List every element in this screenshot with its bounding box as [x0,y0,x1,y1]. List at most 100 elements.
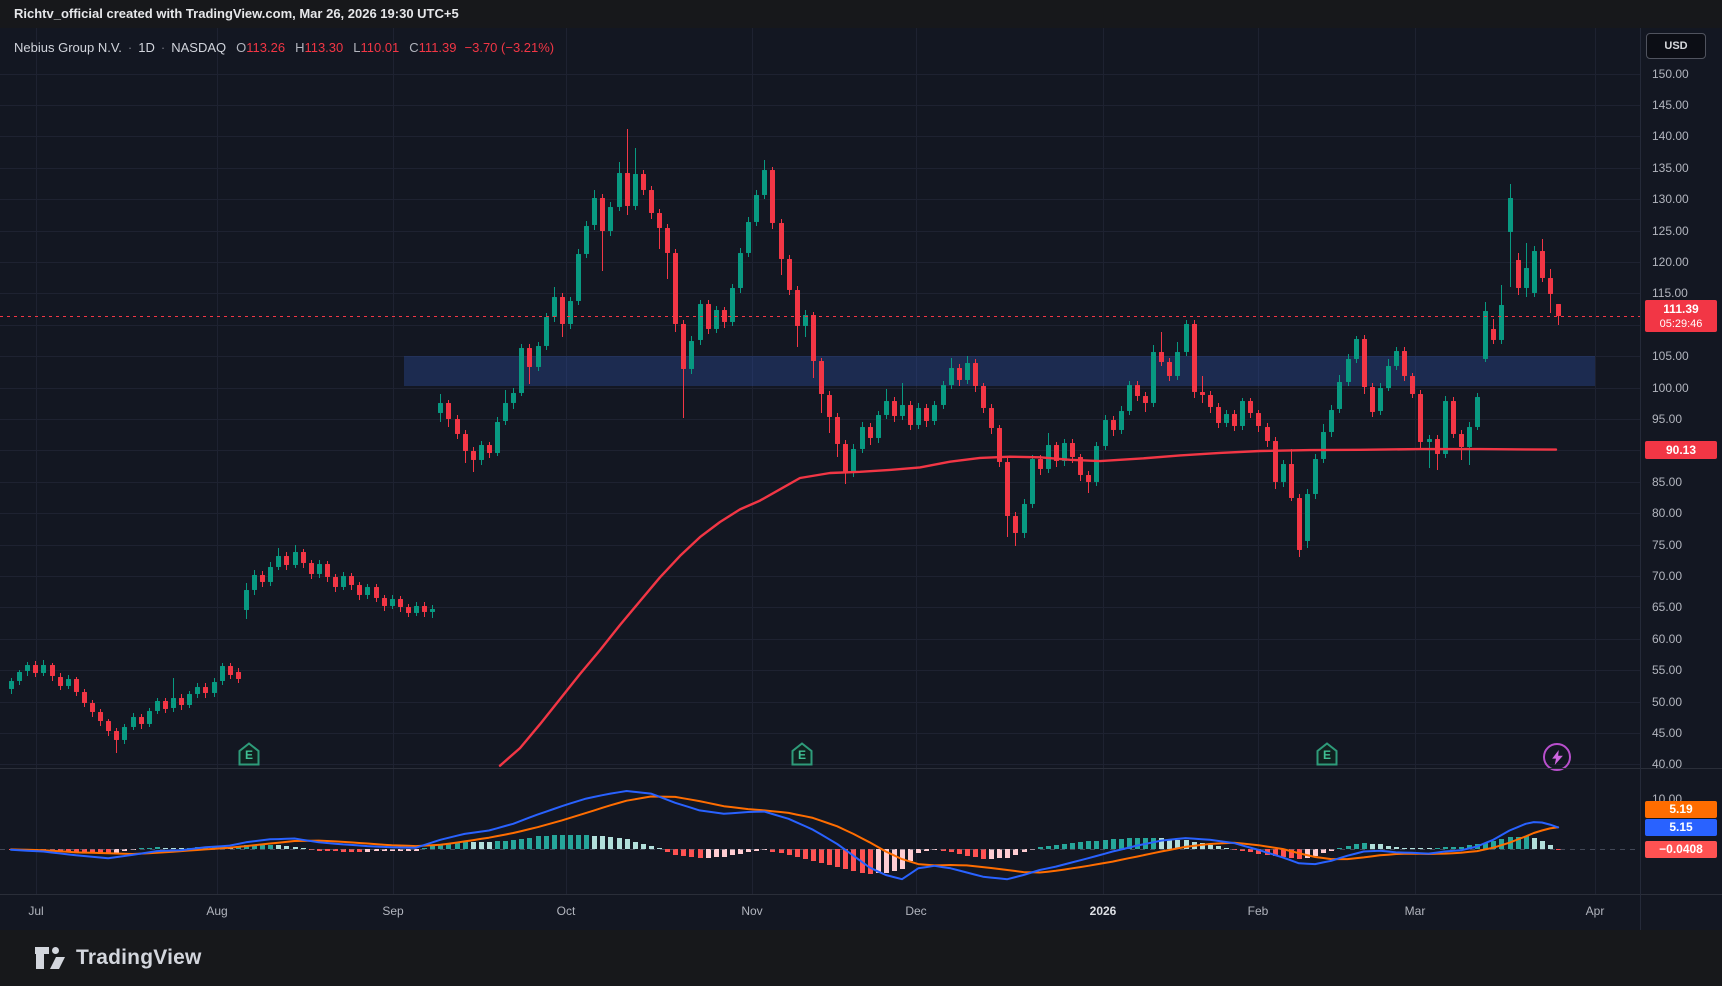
time-tick-label[interactable]: Dec [905,904,927,918]
h-gridline [0,136,1640,138]
candle-body [1499,304,1505,340]
macd-histogram-bar [1491,841,1497,849]
candle-body [754,194,760,222]
earnings-icon[interactable]: E [1316,742,1338,766]
candle-body [908,404,914,425]
candle-body [1361,338,1367,387]
price-tick-label: 55.00 [1652,663,1683,678]
change-value: −3.70 (−3.21%) [464,40,555,55]
macd-histogram-bar [981,849,986,859]
candle-body [130,716,136,728]
earnings-house-icon: E [791,742,813,766]
price-tick-label: 50.00 [1652,694,1683,709]
macd-histogram-bar [1313,849,1319,857]
candle-body [146,711,152,725]
tradingview-logo-text[interactable]: TradingView [76,946,202,969]
candle-body [1394,350,1400,366]
candle-body [567,300,573,325]
time-tick-label[interactable]: Oct [556,904,576,918]
h-gridline [0,733,1640,734]
macd-histogram-bar [519,838,525,849]
candle-body [681,324,687,369]
time-tick-label[interactable]: Apr [1585,904,1605,918]
candle-body [98,712,104,722]
macd-histogram-bar [1280,849,1286,858]
h-gridline [0,199,1640,201]
macd-histogram-bar [810,849,816,861]
h-gridline [0,356,1640,358]
macd-histogram-bar [1499,838,1505,849]
earnings-icon[interactable]: E [791,742,813,766]
candle-body [900,404,905,417]
time-tick-label[interactable]: 2026 [1089,904,1117,918]
candle-body [1175,351,1181,376]
candle-body [543,317,549,347]
pane-separator[interactable] [0,768,1722,769]
price-tick-label: 95.00 [1652,412,1683,426]
legend-separator: · [160,40,166,55]
price-tick-label: 70.00 [1652,569,1683,583]
time-tick-label[interactable]: Jul [28,904,44,918]
macd-line [10,790,1560,881]
tradingview-logo-icon[interactable] [34,945,66,971]
time-tick-label[interactable]: Sep [382,904,404,918]
candle-wick [116,728,118,753]
candle-body [235,671,241,679]
candle-body [956,368,962,380]
candle-body [179,697,185,706]
macd-histogram-badge: −0.0408 [1645,841,1717,858]
candle-body [1296,498,1302,551]
candle-body [1013,515,1019,534]
macd-histogram-bar [835,849,841,867]
macd-histogram-bar [1086,841,1092,849]
time-tick-label[interactable]: Feb [1247,904,1269,918]
candle-body [1029,459,1035,504]
candle-body [559,297,565,325]
low-letter: L [353,40,361,55]
candle-body [624,172,630,207]
candle-body [576,253,581,301]
candle-body [940,385,946,406]
open-letter: O [236,40,247,55]
candle-body [1321,432,1327,459]
macd-histogram-bar [584,834,590,849]
macd-histogram-bar [527,837,533,849]
candle-body [503,403,509,422]
candle-body [1353,338,1359,359]
macd-histogram-bar [851,849,857,871]
candle-body [648,189,654,213]
candle-body [349,576,355,586]
earnings-icon[interactable]: E [238,742,260,766]
candle-body [1329,409,1335,433]
candle-body [519,348,525,393]
indicator-lines [10,447,1560,881]
candle-body [1491,328,1497,340]
h-gridline [0,544,1640,546]
candle-body [1377,387,1383,412]
upcoming-event-icon[interactable] [1543,743,1571,771]
candle-wick [1161,331,1163,367]
candle-body [640,174,646,190]
time-tick-label[interactable]: Nov [741,904,763,918]
candle-body [162,701,168,709]
candle-body [964,363,970,381]
macd-histogram-bar [495,841,500,849]
supply-zone-rectangle[interactable] [404,356,1595,387]
h-gridline [0,638,1640,640]
candle-wick [902,382,903,421]
time-tick-label[interactable]: Mar [1404,904,1426,918]
candle-body [1183,324,1189,352]
v-gridline [36,28,37,894]
chart-canvas[interactable]: E E E Nebius Group N.V. · 1D · NASDAQ O113.26 H1… [0,28,1722,930]
candle-body [1507,197,1513,232]
time-tick-label[interactable]: Aug [206,904,228,918]
macd-histogram-bar [1288,849,1294,859]
currency-toggle-button[interactable]: USD [1646,33,1706,59]
h-gridline [0,262,1640,263]
candle-body [1426,438,1432,443]
candle-body [1248,401,1254,414]
symbol-legend[interactable]: Nebius Group N.V. · 1D · NASDAQ O113.26 H113.3… [14,40,554,55]
macd-histogram-bar [1296,849,1302,860]
macd-histogram-bar [503,840,509,849]
candle-body [284,555,290,565]
